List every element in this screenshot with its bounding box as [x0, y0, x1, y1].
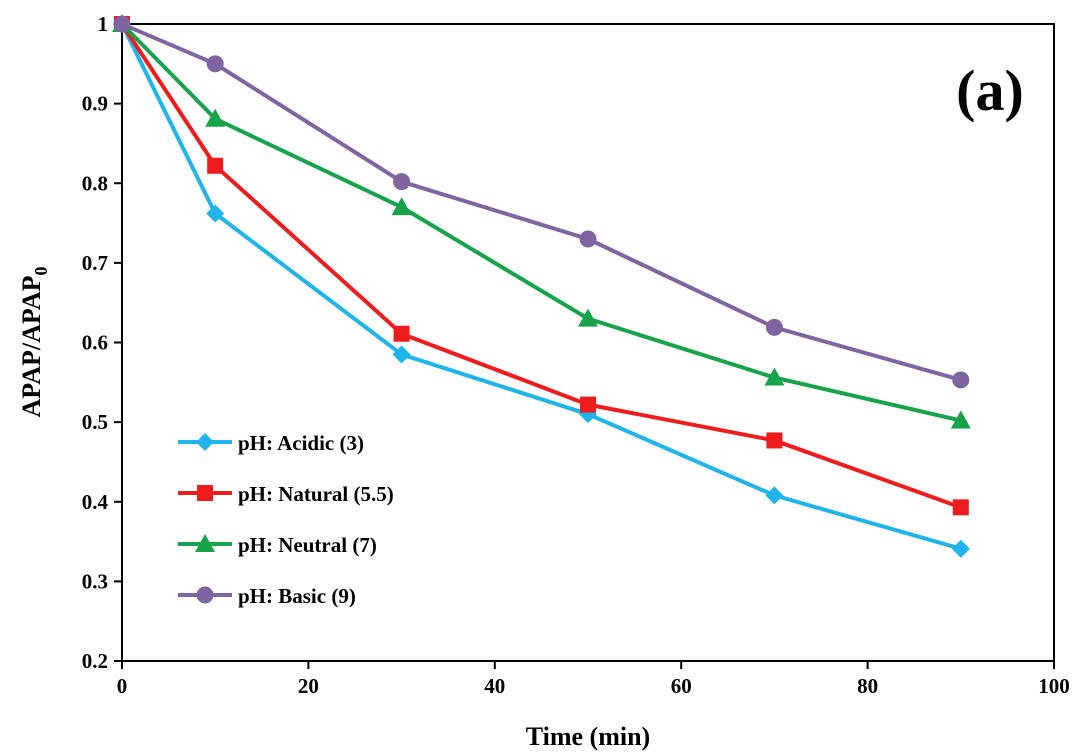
x-tick-label: 40	[484, 674, 505, 698]
x-tick-label: 100	[1038, 674, 1070, 698]
legend-marker	[197, 485, 213, 501]
plot-frame	[121, 23, 1055, 662]
data-point-ph-natural-5-5	[393, 325, 410, 342]
data-point-ph-neutral-7	[391, 197, 412, 216]
legend-label: pH: Neutral (7)	[238, 533, 377, 557]
x-tick-label: 80	[857, 674, 878, 698]
data-point-ph-basic-9	[206, 55, 224, 73]
y-axis-title-main: APAP/APAP	[17, 275, 46, 417]
x-axis-ticks: 0 20 40 60 80 100	[117, 661, 1070, 698]
y-tick-label: 1	[98, 12, 109, 36]
data-point-ph-basic-9	[579, 230, 597, 248]
data-point-ph-natural-5-5	[766, 432, 783, 449]
y-tick-label: 0.9	[82, 92, 108, 116]
series-line-ph-acidic-3	[120, 23, 962, 551]
data-point-ph-natural-5-5	[580, 396, 596, 413]
data-point-ph-neutral-7	[205, 108, 226, 127]
y-tick-label: 0.3	[82, 569, 108, 593]
y-tick-label: 0.8	[82, 171, 108, 195]
data-point-ph-acidic-3	[392, 345, 411, 364]
y-tick-label: 0.6	[82, 331, 108, 355]
x-tick-label: 20	[298, 674, 319, 698]
legend-marker	[195, 534, 215, 552]
y-tick-label: 0.5	[82, 410, 108, 434]
data-point-ph-neutral-7	[578, 308, 598, 327]
series-layer	[112, 14, 971, 558]
y-tick-label: 0.2	[82, 649, 108, 673]
y-axis-title-subscript: 0	[31, 267, 51, 276]
x-axis-title: Time (min)	[526, 722, 650, 751]
legend-label: pH: Acidic (3)	[238, 431, 364, 455]
data-point-ph-natural-5-5	[952, 499, 969, 516]
y-axis-ticks: 0.2 0.3 0.4 0.5 0.6 0.7 0.8 0.9 1	[82, 12, 122, 673]
data-point-ph-acidic-3	[206, 204, 225, 223]
legend-marker	[196, 433, 214, 451]
data-point-ph-acidic-3	[951, 539, 970, 558]
x-tick-label: 60	[671, 674, 692, 698]
data-point-ph-natural-5-5	[207, 157, 224, 174]
data-point-ph-acidic-3	[765, 486, 784, 505]
legend-marker	[196, 586, 214, 604]
legend: pH: Acidic (3) pH: Natural (5.5) pH: Neutr…	[178, 431, 394, 608]
y-tick-label: 0.4	[82, 490, 109, 514]
data-point-ph-neutral-7	[764, 367, 785, 386]
y-tick-label: 0.7	[82, 251, 108, 275]
legend-label: pH: Natural (5.5)	[238, 482, 394, 506]
panel-label: (a)	[956, 58, 1024, 123]
data-point-ph-basic-9	[952, 371, 970, 389]
data-point-ph-basic-9	[393, 173, 411, 191]
data-point-ph-neutral-7	[950, 410, 971, 429]
legend-label: pH: Basic (9)	[238, 584, 356, 608]
data-point-ph-basic-9	[765, 318, 783, 336]
series-line-ph-natural-5-5	[120, 22, 962, 510]
y-axis-title: APAP/APAP0	[17, 267, 51, 418]
data-point-ph-basic-9	[113, 15, 131, 33]
series-line-ph-basic-9	[121, 22, 962, 382]
series-line-ph-neutral-7	[120, 22, 962, 423]
x-tick-label: 0	[117, 674, 128, 698]
